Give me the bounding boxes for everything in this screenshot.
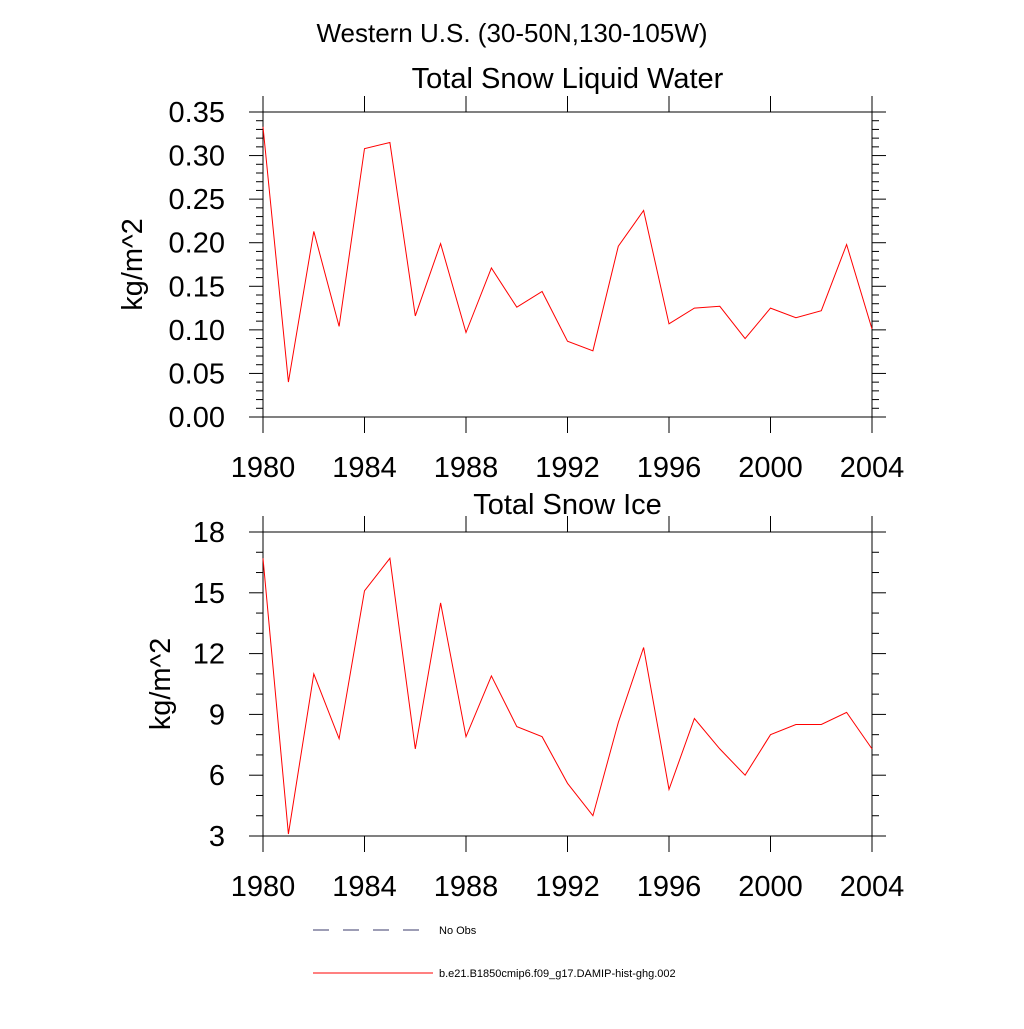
x-tick-label: 1984 (332, 452, 397, 484)
y-tick-label: 3 (209, 821, 225, 853)
y-tick-label: 0.10 (169, 315, 225, 347)
x-tick-label: 1980 (231, 871, 296, 903)
y-tick-label: 0.30 (169, 141, 225, 173)
panel-snow-ice: Total Snow Ice 1980 1984 1988 1992 1996 2000 20… (145, 489, 904, 903)
x-tick-label: 2004 (840, 871, 905, 903)
x-tick-label: 1992 (535, 871, 600, 903)
legend-label: No Obs (439, 925, 477, 937)
panel-title: Total Snow Ice (473, 489, 662, 521)
x-tick-label: 2004 (840, 452, 905, 484)
plot-frame (262, 531, 873, 837)
x-tick-label: 1988 (434, 452, 499, 484)
x-tick-label: 1988 (434, 871, 499, 903)
y-tick-label: 0.25 (169, 184, 225, 216)
y-tick-label: 18 (193, 517, 225, 549)
panel-snow-liquid-water: Total Snow Liquid Water 1980 1984 1988 1992 1… (117, 63, 904, 484)
figure-title: Western U.S. (30-50N,130-105W) (316, 18, 707, 48)
x-tick-label: 1992 (535, 452, 600, 484)
y-tick-label: 0.15 (169, 271, 225, 303)
y-tick-label: 0.20 (169, 228, 225, 260)
x-tick-label: 1984 (332, 871, 397, 903)
y-tick-label: 0.35 (169, 97, 225, 129)
legend: No Obs b.e21.B1850cmip6.f09_g17.DAMIP-his… (313, 925, 676, 980)
y-tick-label: 12 (193, 639, 225, 671)
y-axis-label: kg/m^2 (145, 638, 177, 731)
x-tick-label: 2000 (738, 452, 803, 484)
x-tick-label: 1996 (637, 871, 702, 903)
plot-frame (262, 111, 873, 418)
series-line (262, 557, 873, 835)
panel-title: Total Snow Liquid Water (412, 63, 724, 95)
x-tick-label: 2000 (738, 871, 803, 903)
y-tick-label: 6 (209, 760, 225, 792)
x-tick-label: 1996 (637, 452, 702, 484)
legend-label: b.e21.B1850cmip6.f09_g17.DAMIP-hist-ghg.… (439, 968, 676, 980)
y-tick-label: 0.00 (169, 402, 225, 434)
y-tick-label: 9 (209, 699, 225, 731)
y-tick-label: 15 (193, 578, 225, 610)
series-line (262, 126, 873, 383)
x-tick-label: 1980 (231, 452, 296, 484)
y-tick-label: 0.05 (169, 358, 225, 390)
y-axis-label: kg/m^2 (117, 218, 149, 311)
